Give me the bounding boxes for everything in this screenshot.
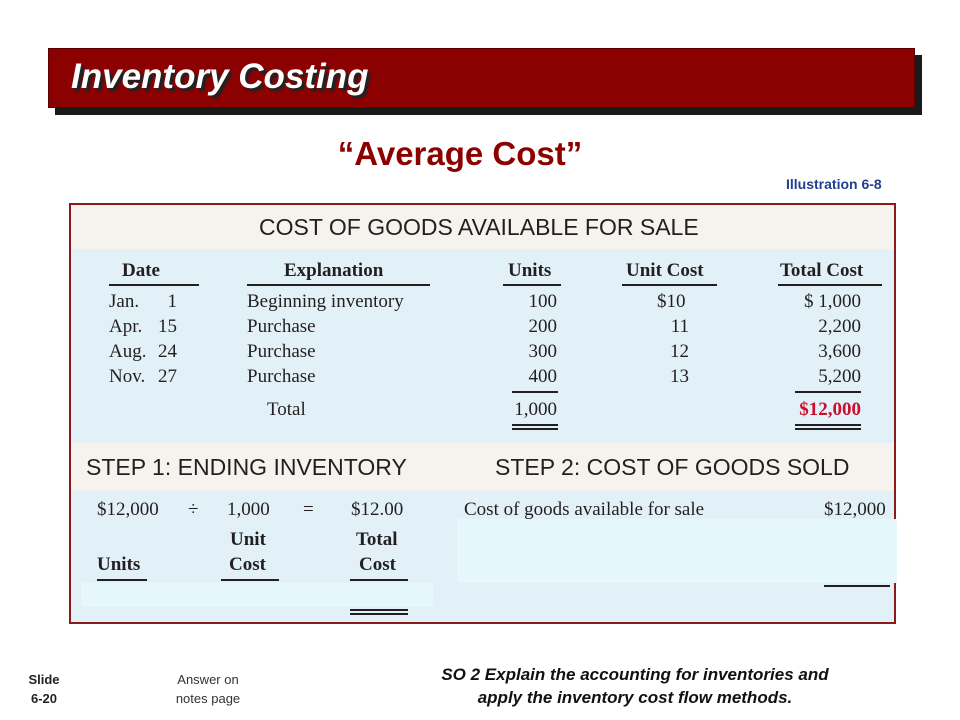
table-heading: COST OF GOODS AVAILABLE FOR SALE <box>259 214 699 240</box>
double-rule <box>795 424 861 426</box>
slide-number: Slide 6-20 <box>28 672 60 706</box>
header-underline <box>247 284 430 286</box>
step1-underline <box>97 579 147 581</box>
title-bar: Inventory Costing <box>48 48 915 108</box>
step2-value: $12,000 <box>824 499 886 520</box>
answer-note: Answer on notes page <box>175 672 241 706</box>
study-objective: SO 2 Explain the accounting for inventor… <box>441 665 829 707</box>
header-units: Units <box>508 260 552 281</box>
step1-header-units: Units <box>97 554 141 575</box>
total-rule <box>795 391 861 393</box>
header-total-cost: Total Cost <box>780 260 864 281</box>
header-underline <box>778 284 882 286</box>
steps-heading-band: STEP 1: ENDING INVENTORY STEP 2: COST OF… <box>71 443 894 491</box>
total-rule <box>512 391 558 393</box>
illustration-panel: COST OF GOODS AVAILABLE FOR SALE Date Ex… <box>69 203 897 624</box>
step2-label: Cost of goods available for sale <box>464 499 705 520</box>
double-rule <box>350 613 408 615</box>
step2-heading: STEP 2: COST OF GOODS SOLD <box>495 454 850 480</box>
step1-underline <box>221 579 279 581</box>
double-rule <box>512 424 558 426</box>
header-underline <box>503 284 561 286</box>
answer-mask <box>457 519 897 583</box>
table-heading-band: COST OF GOODS AVAILABLE FOR SALE <box>71 205 894 249</box>
step1-header-total-cost: Cost <box>359 554 396 575</box>
double-rule <box>512 428 558 430</box>
step1-heading: STEP 1: ENDING INVENTORY <box>86 454 407 480</box>
step1-header-total: Total <box>356 529 398 550</box>
header-underline <box>622 284 717 286</box>
slide-subtitle: “Average Cost” <box>337 135 583 172</box>
header-explanation: Explanation <box>284 260 384 281</box>
step1-header-unit: Unit <box>230 529 266 550</box>
step1-header-unit-cost: Cost <box>229 554 266 575</box>
step1-underline <box>350 579 408 581</box>
header-unit-cost: Unit Cost <box>626 260 704 281</box>
step2-rule <box>824 585 890 587</box>
double-rule <box>350 609 408 611</box>
double-rule <box>795 428 861 430</box>
slide-title: Inventory Costing <box>71 57 369 96</box>
header-underline <box>109 284 199 286</box>
answer-mask <box>81 583 433 607</box>
illustration-label: Illustration 6-8 <box>786 176 882 192</box>
header-date: Date <box>122 260 160 281</box>
